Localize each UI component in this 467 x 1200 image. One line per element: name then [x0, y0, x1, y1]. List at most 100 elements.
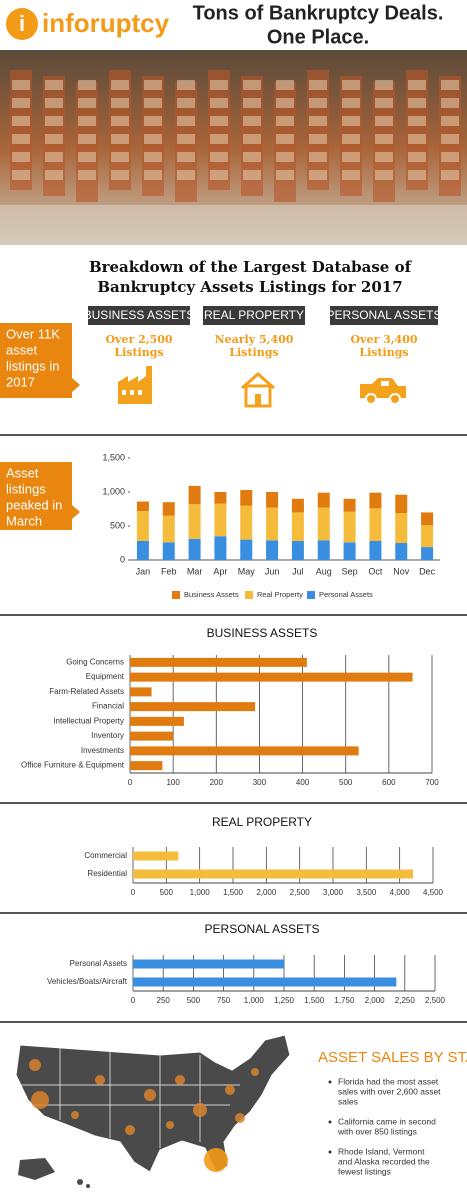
group-header [203, 306, 305, 325]
pallet [276, 134, 294, 144]
pallet [45, 116, 63, 126]
bar-segment [343, 511, 356, 543]
bar [130, 672, 413, 682]
truck-icon [360, 378, 406, 405]
x-tick-label: Jul [292, 566, 304, 576]
bullet-text: Florida had the most asset [338, 1076, 439, 1086]
bar [130, 746, 359, 756]
pallet [177, 134, 195, 144]
pallet [276, 152, 294, 162]
x-tick-label: Dec [419, 566, 436, 576]
x-tick-label: 500 [160, 888, 174, 897]
bullet-text: California came in second [338, 1116, 436, 1126]
pallet [144, 152, 162, 162]
y-tick-label: 1,000 [102, 486, 125, 496]
bar [130, 731, 174, 741]
bar [130, 761, 163, 771]
pallet [276, 116, 294, 126]
chart-title: REAL PROPERTY [212, 815, 312, 829]
chart-title: PERSONAL ASSETS [205, 922, 320, 936]
y-tick-label: Residential [87, 869, 127, 878]
legend-label: Business Assets [184, 590, 239, 599]
pallet [12, 170, 30, 180]
bullet [328, 1080, 332, 1084]
x-tick-label: 1,250 [274, 996, 295, 1005]
pallet [441, 116, 459, 126]
bar-segment [214, 536, 227, 560]
bar-segment [291, 498, 304, 513]
bar [130, 687, 152, 697]
bar-segment [188, 504, 201, 539]
y-tick-label: Going Concerns [66, 657, 124, 666]
group-stat: Over 2,500 [105, 333, 172, 346]
callout-text: March [6, 513, 42, 528]
bar-segment [343, 542, 356, 560]
pallet [78, 98, 96, 108]
bar-segment [421, 525, 434, 548]
legend-swatch [172, 591, 180, 599]
bullet-text: sales with over 2,600 asset [338, 1086, 441, 1096]
pallet [441, 170, 459, 180]
x-tick-label: 400 [296, 778, 310, 787]
pallet [111, 98, 129, 108]
bar-segment [266, 492, 279, 508]
pallet [342, 134, 360, 144]
pallet [144, 116, 162, 126]
y-tick-label: Financial [92, 702, 124, 711]
bar-segment [317, 540, 330, 560]
pallet [111, 152, 129, 162]
pallet [144, 80, 162, 90]
pallet [12, 98, 30, 108]
callout-box [0, 462, 80, 530]
x-tick-label: Jun [265, 566, 280, 576]
pallet [375, 80, 393, 90]
callout-text: Asset [6, 465, 39, 480]
bar [133, 851, 179, 861]
x-tick-label: 2,500 [425, 996, 446, 1005]
group-header [330, 306, 438, 325]
bar-segment [317, 492, 330, 508]
pallet [375, 152, 393, 162]
pallet [309, 116, 327, 126]
chart-title: BUSINESS ASSETS [207, 626, 318, 640]
bar-segment [240, 489, 253, 506]
x-tick-label: 1,750 [334, 996, 355, 1005]
pallet [177, 80, 195, 90]
x-tick-label: Mar [187, 566, 203, 576]
group-name: REAL PROPERTY [204, 308, 304, 322]
bar [130, 657, 307, 667]
x-tick-label: 1,000 [244, 996, 265, 1005]
pallet [45, 170, 63, 180]
bar-segment [266, 507, 279, 541]
y-tick-label: Commercial [84, 851, 127, 860]
bar-segment [162, 542, 175, 560]
bullet-text: fewest listings [338, 1166, 391, 1176]
bar [130, 702, 256, 712]
callout-text: listings [6, 481, 46, 496]
y-tick-label: 500 [110, 520, 125, 530]
factory-icon [118, 366, 152, 404]
pallet [177, 170, 195, 180]
pallet [210, 152, 228, 162]
legend-swatch [245, 591, 253, 599]
bullet-text: sales [338, 1096, 358, 1106]
pallet [375, 98, 393, 108]
pallet [144, 98, 162, 108]
x-tick-label: 100 [166, 778, 180, 787]
bar-segment [343, 498, 356, 512]
bar-segment [136, 501, 149, 512]
pallet [342, 170, 360, 180]
group-stat: Listings [114, 346, 163, 359]
x-tick-label: 1,000 [190, 888, 211, 897]
group-name: BUSINESS ASSETS [84, 308, 195, 322]
x-tick-label: 1,500 [223, 888, 244, 897]
bar [133, 959, 284, 969]
bar-segment [188, 538, 201, 560]
pallet [111, 116, 129, 126]
bar-segment [291, 512, 304, 541]
bar-segment [136, 511, 149, 541]
x-tick-label: Oct [368, 566, 383, 576]
state-title: ASSET SALES BY STATE [318, 1049, 467, 1066]
